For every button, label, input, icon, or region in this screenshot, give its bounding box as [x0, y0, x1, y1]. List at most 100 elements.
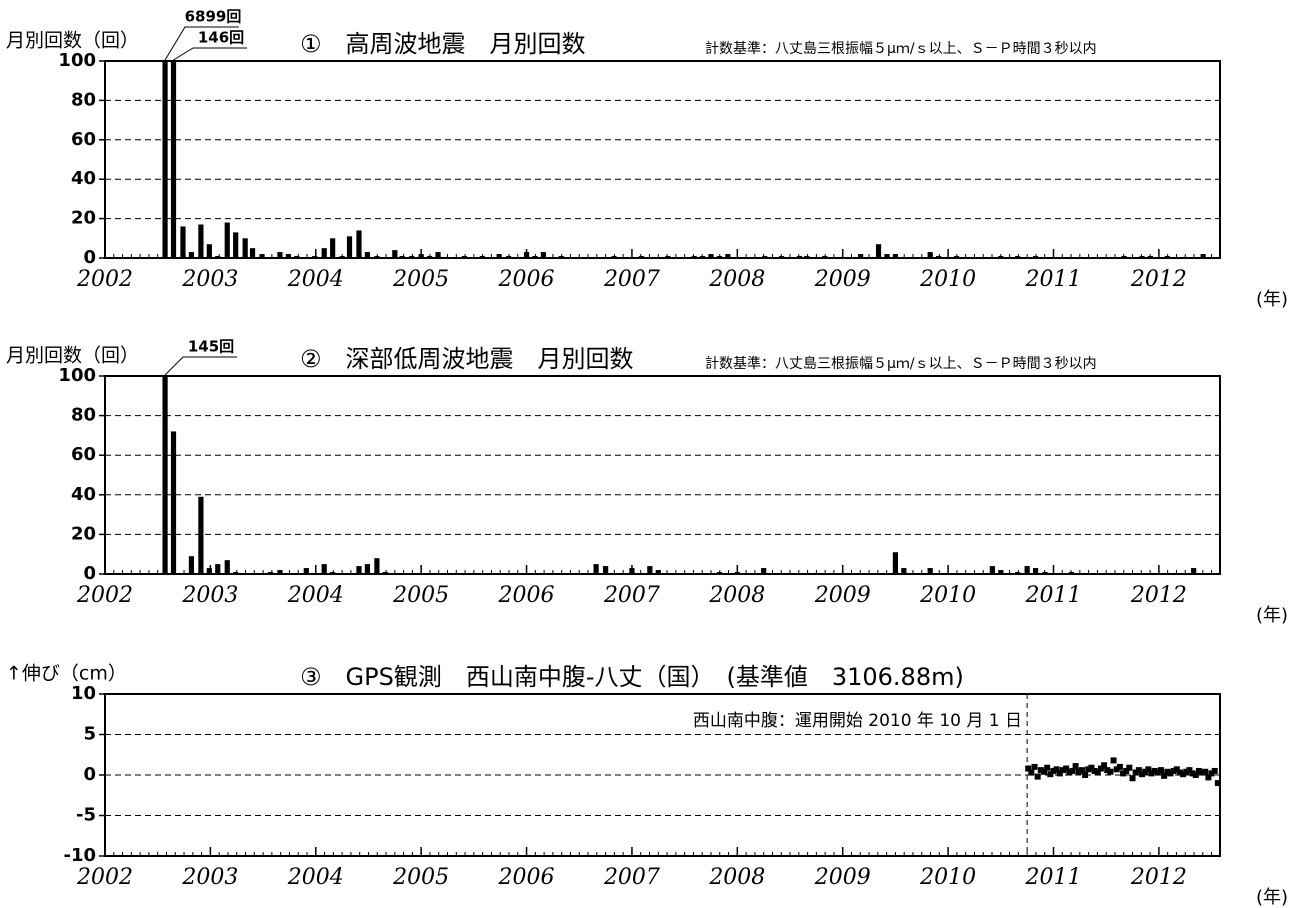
bar	[418, 254, 424, 258]
point	[1063, 765, 1070, 772]
bar	[761, 568, 767, 574]
bar	[927, 252, 933, 258]
point	[1120, 770, 1127, 777]
y-axis-label: ↑伸び（cm）	[6, 663, 127, 685]
point	[1154, 769, 1161, 776]
panel-title: ① 高周波地震 月別回数	[300, 30, 586, 58]
bar	[188, 556, 195, 574]
point	[1161, 772, 1168, 779]
point	[1129, 775, 1136, 782]
point	[1186, 767, 1193, 774]
point	[1037, 767, 1044, 774]
point	[1180, 771, 1187, 778]
bar	[330, 238, 336, 258]
x-tick-label: 2010	[919, 267, 976, 292]
bar	[884, 254, 890, 258]
bar	[242, 238, 248, 258]
y-tick-label: 40	[71, 168, 96, 189]
point	[1075, 768, 1082, 775]
point	[1132, 769, 1139, 776]
marks	[162, 376, 1197, 574]
y-axis-label: 月別回数（回）	[6, 345, 139, 367]
point	[1151, 767, 1158, 774]
bar	[162, 376, 168, 574]
y-tick-label: 80	[71, 89, 96, 110]
y-tick-label: 100	[58, 365, 96, 386]
x-tick-label: 2011	[1024, 267, 1081, 292]
point	[1183, 768, 1190, 775]
y-tick-label: 10	[71, 683, 96, 704]
x-tick-label: 2009	[814, 865, 871, 890]
bar	[206, 244, 212, 258]
point	[1164, 768, 1171, 775]
x-tick-label: 2008	[708, 267, 765, 292]
plot-frame	[104, 60, 1221, 259]
point	[1107, 768, 1114, 775]
bar	[540, 252, 547, 258]
bar	[1200, 254, 1206, 258]
leader-line	[164, 26, 239, 61]
point	[1082, 772, 1089, 778]
y-tick-label: 0	[83, 247, 96, 268]
y-tick-label: 0	[83, 764, 96, 785]
bar	[162, 61, 168, 258]
bar	[655, 570, 661, 574]
x-tick-label: 2002	[76, 865, 133, 890]
plot-frame	[104, 693, 1221, 857]
x-tick-label: 2012	[1130, 865, 1187, 890]
point	[1025, 765, 1032, 772]
bar	[303, 568, 309, 574]
bar	[593, 564, 599, 574]
bar	[374, 558, 380, 574]
bar	[364, 564, 371, 574]
bar	[259, 254, 265, 258]
annotation: 西山南中腹：運用開始 2010 年 10 月 1 日	[693, 711, 1022, 731]
bar	[629, 568, 635, 574]
bar	[198, 224, 204, 258]
point	[1157, 767, 1164, 774]
x-tick-label: 2005	[392, 267, 449, 292]
point	[1116, 763, 1123, 770]
x-tick-label: 2004	[287, 583, 344, 608]
point	[1113, 766, 1120, 773]
x-tick-label: 2012	[1130, 583, 1187, 608]
point	[1192, 772, 1199, 778]
x-tick-label: 2006	[498, 865, 555, 890]
panel-note: 計数基準：八丈島三根振幅５μｍ/ｓ以上、Ｓ－Ｐ時間３秒以内	[705, 355, 1097, 372]
point	[1066, 769, 1073, 776]
point	[1028, 769, 1035, 776]
x-tick-label: 2002	[76, 267, 133, 292]
point	[1167, 770, 1174, 777]
x-tick-label: 2003	[181, 583, 238, 608]
point	[1047, 771, 1054, 778]
point	[1148, 770, 1155, 777]
y-tick-label: 0	[83, 563, 96, 584]
bar	[602, 566, 609, 574]
leader-line	[164, 356, 237, 376]
x-tick-label: 2007	[603, 865, 660, 890]
bar	[180, 226, 186, 258]
bar	[1032, 568, 1039, 574]
point	[1097, 765, 1104, 772]
point	[1050, 767, 1057, 774]
bar	[901, 568, 907, 574]
bar	[364, 252, 371, 258]
x-tick-label: 2005	[392, 865, 449, 890]
point	[1189, 770, 1196, 777]
panel-title: ③ GPS観測 西山南中腹-八丈（国） (基準値 3106.88m)	[300, 663, 964, 691]
point	[1135, 767, 1142, 774]
y-tick-label: 5	[83, 724, 96, 745]
x-tick-label: 2006	[498, 267, 555, 292]
point	[1214, 780, 1220, 787]
point	[1104, 767, 1111, 774]
bar	[892, 552, 899, 574]
bar	[170, 431, 177, 574]
point	[1101, 762, 1108, 769]
x-unit: (年)	[1256, 605, 1288, 626]
value-label: 146回	[198, 29, 244, 47]
y-tick-label: 60	[71, 129, 96, 150]
point	[1094, 769, 1101, 776]
point	[1173, 766, 1180, 773]
marks	[1025, 757, 1220, 787]
